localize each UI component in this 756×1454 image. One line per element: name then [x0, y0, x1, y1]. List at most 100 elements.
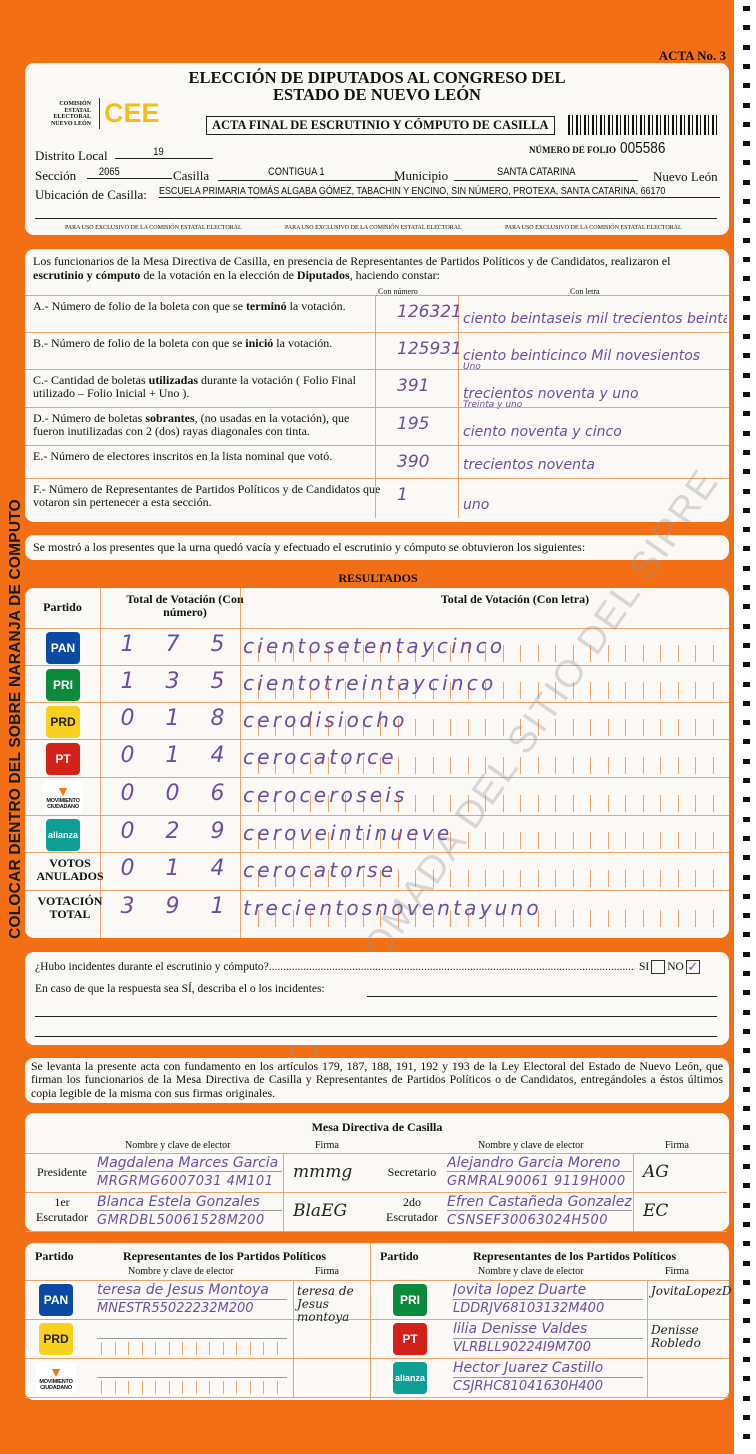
- letter-boxes: [97, 1379, 287, 1396]
- timing-mark: [743, 546, 750, 552]
- party-name: PAN: [43, 1293, 69, 1307]
- seccion-value: 2065: [87, 166, 172, 179]
- label-part: B.- Número de folio de la boleta con que…: [33, 336, 246, 350]
- timing-mark: [743, 334, 750, 340]
- letter-box-tick: [236, 1342, 237, 1355]
- timing-mark: [743, 604, 750, 610]
- party-name: MOVIMIENTO CIUDADANO: [39, 1379, 73, 1391]
- letter-box-tick: [209, 1342, 210, 1355]
- letter-box-tick: [240, 870, 241, 887]
- member-clave: MRGRMG6007031 4M101: [97, 1174, 274, 1189]
- total-letra: cientosetentaycinco: [243, 634, 506, 658]
- rep-name: Hector Juarez Castillo: [453, 1360, 643, 1378]
- label-part: la votación.: [286, 299, 346, 313]
- timing-mark: [743, 1414, 750, 1420]
- letter-box-tick: [380, 832, 381, 849]
- result-row: VOTOS ANULADOS 0 1 4 cerocatorse: [25, 852, 729, 890]
- letter-box-tick: [240, 682, 241, 699]
- letter-box-tick: [141, 1381, 143, 1394]
- timing-mark: [743, 623, 750, 629]
- digit: 8: [210, 706, 225, 731]
- party-name: PRI: [52, 678, 73, 692]
- count-row: A.- Número de folio de la boleta con que…: [25, 295, 729, 332]
- reps-title-right: Representantes de los Partidos Políticos: [473, 1249, 677, 1263]
- member-name: Efren Castañeda Gonzalez: [447, 1194, 632, 1211]
- timing-mark: [743, 720, 750, 726]
- count-row: E.- Número de electores inscritos en la …: [25, 445, 729, 478]
- letter-box-tick: [327, 719, 329, 736]
- letter-box-tick: [520, 757, 521, 774]
- signature: mmmg: [293, 1162, 353, 1182]
- letter-box-tick: [257, 795, 259, 812]
- signature: BlaEG: [293, 1201, 348, 1221]
- letter-box-tick: [485, 757, 486, 774]
- col-partido-left: Partido: [35, 1249, 74, 1263]
- letter-box-tick: [537, 757, 539, 774]
- rep-signature: Denisse Robledo: [651, 1323, 701, 1350]
- incidents-question: ¿Hubo incidentes durante el escrutinio y…: [35, 961, 635, 973]
- letter-box-tick: [292, 910, 294, 927]
- eagle-icon: ▼: [56, 783, 70, 799]
- intro-part: Los funcionarios de la Mesa Directiva de…: [33, 254, 671, 268]
- digit: 3: [165, 669, 180, 694]
- letter-box-tick: [415, 719, 416, 736]
- counts-panel: Los funcionarios de la Mesa Directiva de…: [25, 249, 729, 522]
- digit: 7: [165, 632, 180, 657]
- letter-box-tick: [345, 757, 346, 774]
- timing-mark: [743, 874, 750, 880]
- timing-mark: [743, 990, 750, 996]
- letter-box-tick: [263, 1342, 264, 1355]
- letter-box-tick: [415, 645, 416, 662]
- letter-box-tick: [397, 870, 399, 887]
- letter-box-tick: [625, 795, 626, 812]
- letter-box-tick: [168, 1342, 170, 1355]
- count-label: E.- Número de electores inscritos en la …: [33, 450, 383, 463]
- member-name: Blanca Estela Gonzales: [97, 1194, 282, 1211]
- digit: 4: [210, 856, 225, 881]
- letter-box-tick: [607, 757, 609, 774]
- form-subtitle: ACTA FINAL DE ESCRUTINIO Y CÓMPUTO DE CA…: [206, 116, 555, 135]
- letter-box-tick: [275, 832, 276, 849]
- title-line-1: ELECCIÓN DE DIPUTADOS AL CONGRESO DEL: [188, 68, 566, 87]
- letter-box-tick: [642, 795, 644, 812]
- divider: [458, 479, 459, 518]
- letter-box-tick: [155, 1381, 156, 1394]
- eagle-icon: ▼: [49, 1364, 63, 1380]
- divider: [293, 1359, 294, 1397]
- timing-mark: [743, 758, 750, 764]
- letter-boxes: [97, 1340, 287, 1357]
- timing-mark: [743, 1086, 750, 1092]
- timing-mark: [743, 392, 750, 397]
- letter-box-tick: [362, 645, 364, 662]
- letter-box-tick: [712, 910, 714, 927]
- timing-mark: [743, 1357, 750, 1362]
- letter-box-tick: [695, 682, 696, 699]
- result-row: PRD 0 1 8 cerodisiocho: [25, 702, 729, 739]
- digit: 1: [165, 856, 180, 881]
- count-row: D.- Número de boletas sobrantes, (no usa…: [25, 407, 729, 445]
- letter-box-tick: [642, 757, 644, 774]
- party-logo-prd: PRD: [46, 706, 80, 738]
- no-checkbox-checked[interactable]: ✓: [685, 959, 700, 974]
- party-name: MOVIMIENTO CIUDADANO: [46, 798, 80, 810]
- letter-box-tick: [310, 832, 311, 849]
- letter-box-tick: [432, 719, 434, 736]
- incidents-options: SI NO ✓: [639, 960, 700, 974]
- casilla-label: Casilla: [173, 168, 210, 183]
- letter-box-tick: [537, 832, 539, 849]
- letter-box-tick: [362, 719, 364, 736]
- timing-mark: [743, 642, 750, 648]
- total-letra: ceroceroseis: [243, 783, 408, 807]
- digit: 0: [120, 819, 135, 844]
- letter-box-tick: [292, 682, 294, 699]
- mesa-member: 2do Escrutador Efren Castañeda Gonzalez CSN…: [375, 1193, 727, 1232]
- letter-box-tick: [537, 719, 539, 736]
- results-panel: Partido Total de Votación (Con número) T…: [25, 588, 729, 938]
- letter-box-tick: [677, 832, 679, 849]
- total-letra: cerodisiocho: [243, 708, 408, 732]
- divider: [375, 479, 376, 518]
- si-checkbox[interactable]: [651, 960, 666, 974]
- party-logo-pt: PT: [46, 743, 80, 775]
- shown-panel: Se mostró a los presentes que la urna qu…: [25, 535, 729, 560]
- count-letra: ciento noventa y cinco: [463, 424, 622, 440]
